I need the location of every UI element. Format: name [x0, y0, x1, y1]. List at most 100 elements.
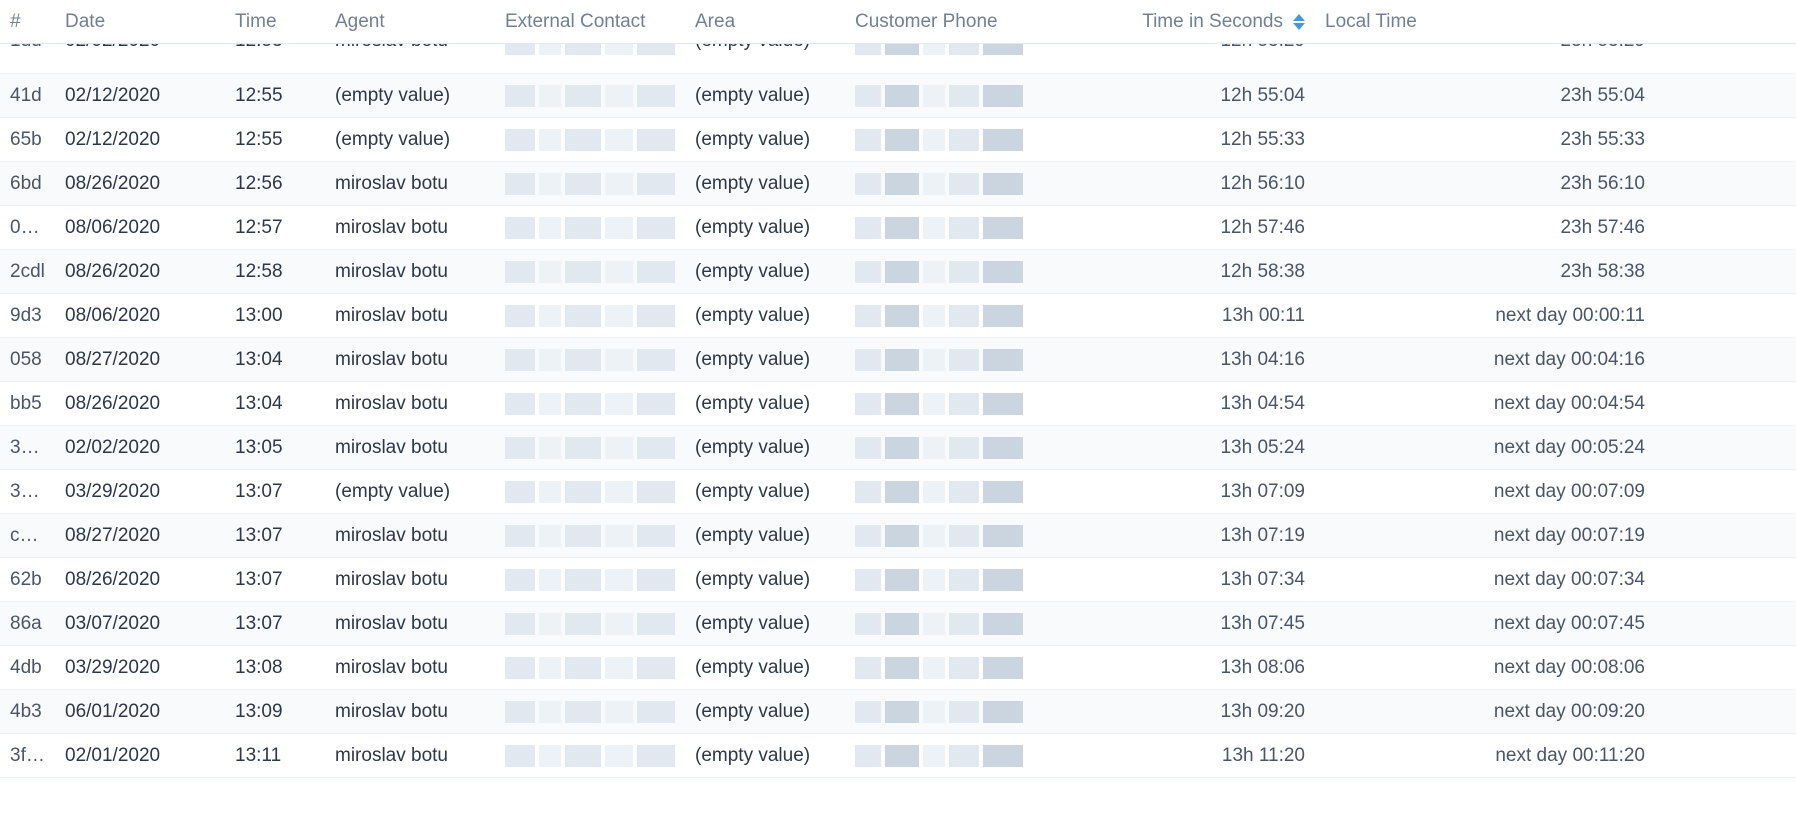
col-header-customer-phone[interactable]: Customer Phone	[845, 11, 1055, 33]
col-header-external-contact[interactable]: External Contact	[495, 11, 685, 33]
cell-external-contact	[495, 698, 685, 726]
cell-time-in-seconds: 12h 56:10	[1055, 173, 1315, 195]
table-row[interactable]: cc4908/27/202013:07miroslav botu(empty v…	[0, 514, 1796, 558]
table-row[interactable]: 00a908/06/202012:57miroslav botu(empty v…	[0, 206, 1796, 250]
redacted-content	[505, 698, 675, 726]
redacted-content	[505, 390, 675, 418]
table-row[interactable]: 3fa402/01/202013:11miroslav botu(empty v…	[0, 734, 1796, 778]
cell-date: 02/02/2020	[55, 44, 225, 52]
cell-external-contact	[495, 170, 685, 198]
col-header-local-time[interactable]: Local Time	[1315, 11, 1655, 33]
redacted-content	[505, 258, 675, 286]
cell-external-contact	[495, 214, 685, 242]
cell-area: (empty value)	[685, 701, 845, 723]
cell-agent: miroslav botu	[325, 569, 495, 591]
cell-date: 02/12/2020	[55, 129, 225, 151]
redacted-content	[855, 126, 1045, 154]
cell-agent: miroslav botu	[325, 173, 495, 195]
table-row[interactable]: 4db03/29/202013:08miroslav botu(empty va…	[0, 646, 1796, 690]
col-header-agent[interactable]: Agent	[325, 11, 495, 33]
cell-customer-phone	[845, 214, 1055, 242]
redacted-content	[505, 610, 675, 638]
table-row[interactable]: 2cdl08/26/202012:58miroslav botu(empty v…	[0, 250, 1796, 294]
cell-time: 13:07	[225, 569, 325, 591]
cell-customer-phone	[845, 698, 1055, 726]
cell-customer-phone	[845, 44, 1055, 58]
cell-id: 1dd	[0, 44, 55, 52]
cell-customer-phone	[845, 82, 1055, 110]
cell-local-time: 23h 58:38	[1315, 261, 1655, 283]
cell-area: (empty value)	[685, 657, 845, 679]
col-header-time-in-seconds[interactable]: Time in Seconds	[1055, 11, 1315, 33]
cell-agent: miroslav botu	[325, 349, 495, 371]
cell-id: 6bd	[0, 173, 55, 195]
cell-area: (empty value)	[685, 261, 845, 283]
table-row[interactable]: 4b306/01/202013:09miroslav botu(empty va…	[0, 690, 1796, 734]
cell-agent: miroslav botu	[325, 305, 495, 327]
table-row[interactable]: 3a9502/02/202013:05miroslav botu(empty v…	[0, 426, 1796, 470]
cell-id: 62b	[0, 569, 55, 591]
table-row[interactable]: 6bd08/26/202012:56miroslav botu(empty va…	[0, 162, 1796, 206]
cell-external-contact	[495, 44, 685, 58]
cell-id: 65b	[0, 129, 55, 151]
col-header-date[interactable]: Date	[55, 11, 225, 33]
cell-date: 08/26/2020	[55, 261, 225, 283]
table-row[interactable]: 1dd02/02/202012:53miroslav botu(empty va…	[0, 44, 1796, 74]
cell-external-contact	[495, 610, 685, 638]
cell-customer-phone	[845, 346, 1055, 374]
cell-time-in-seconds: 12h 53:29	[1055, 44, 1315, 52]
redacted-content	[855, 522, 1045, 550]
cell-time: 13:07	[225, 525, 325, 547]
cell-agent: miroslav botu	[325, 745, 495, 767]
cell-local-time: 23h 57:46	[1315, 217, 1655, 239]
cell-time-in-seconds: 13h 00:11	[1055, 305, 1315, 327]
cell-local-time: next day 00:00:11	[1315, 305, 1655, 327]
cell-date: 08/06/2020	[55, 217, 225, 239]
cell-external-contact	[495, 302, 685, 330]
table-row[interactable]: 05808/27/202013:04miroslav botu(empty va…	[0, 338, 1796, 382]
cell-local-time: next day 00:09:20	[1315, 701, 1655, 723]
table-row[interactable]: 3a5103/29/202013:07(empty value)(empty v…	[0, 470, 1796, 514]
col-header-id[interactable]: #	[0, 11, 55, 33]
table-row[interactable]: 9d308/06/202013:00miroslav botu(empty va…	[0, 294, 1796, 338]
cell-customer-phone	[845, 390, 1055, 418]
redacted-content	[855, 610, 1045, 638]
table-row[interactable]: 62b08/26/202013:07miroslav botu(empty va…	[0, 558, 1796, 602]
cell-time-in-seconds: 13h 08:06	[1055, 657, 1315, 679]
table-row[interactable]: 86a03/07/202013:07miroslav botu(empty va…	[0, 602, 1796, 646]
cell-agent: miroslav botu	[325, 437, 495, 459]
cell-time: 13:00	[225, 305, 325, 327]
redacted-content	[855, 44, 1045, 58]
cell-time: 12:57	[225, 217, 325, 239]
cell-time: 13:11	[225, 745, 325, 767]
cell-area: (empty value)	[685, 393, 845, 415]
cell-id: 86a	[0, 613, 55, 635]
cell-id: 41d	[0, 85, 55, 107]
cell-date: 03/29/2020	[55, 657, 225, 679]
cell-area: (empty value)	[685, 85, 845, 107]
redacted-content	[855, 654, 1045, 682]
cell-external-contact	[495, 434, 685, 462]
table-row[interactable]: bb508/26/202013:04miroslav botu(empty va…	[0, 382, 1796, 426]
table-row[interactable]: 65b02/12/202012:55(empty value)(empty va…	[0, 118, 1796, 162]
cell-date: 08/27/2020	[55, 525, 225, 547]
col-header-area[interactable]: Area	[685, 11, 845, 33]
cell-id: bb5	[0, 393, 55, 415]
cell-agent: miroslav botu	[325, 261, 495, 283]
cell-area: (empty value)	[685, 613, 845, 635]
cell-time-in-seconds: 13h 04:54	[1055, 393, 1315, 415]
cell-time-in-seconds: 13h 09:20	[1055, 701, 1315, 723]
sort-icon[interactable]	[1293, 14, 1305, 30]
cell-time-in-seconds: 13h 05:24	[1055, 437, 1315, 459]
cell-time: 13:07	[225, 613, 325, 635]
redacted-content	[855, 82, 1045, 110]
cell-external-contact	[495, 258, 685, 286]
table-body: 1dd02/02/202012:53miroslav botu(empty va…	[0, 44, 1796, 778]
cell-date: 08/06/2020	[55, 305, 225, 327]
cell-customer-phone	[845, 170, 1055, 198]
col-header-time[interactable]: Time	[225, 11, 325, 33]
cell-date: 08/26/2020	[55, 393, 225, 415]
cell-agent: miroslav botu	[325, 613, 495, 635]
table-row[interactable]: 41d02/12/202012:55(empty value)(empty va…	[0, 74, 1796, 118]
cell-id: 4db	[0, 657, 55, 679]
